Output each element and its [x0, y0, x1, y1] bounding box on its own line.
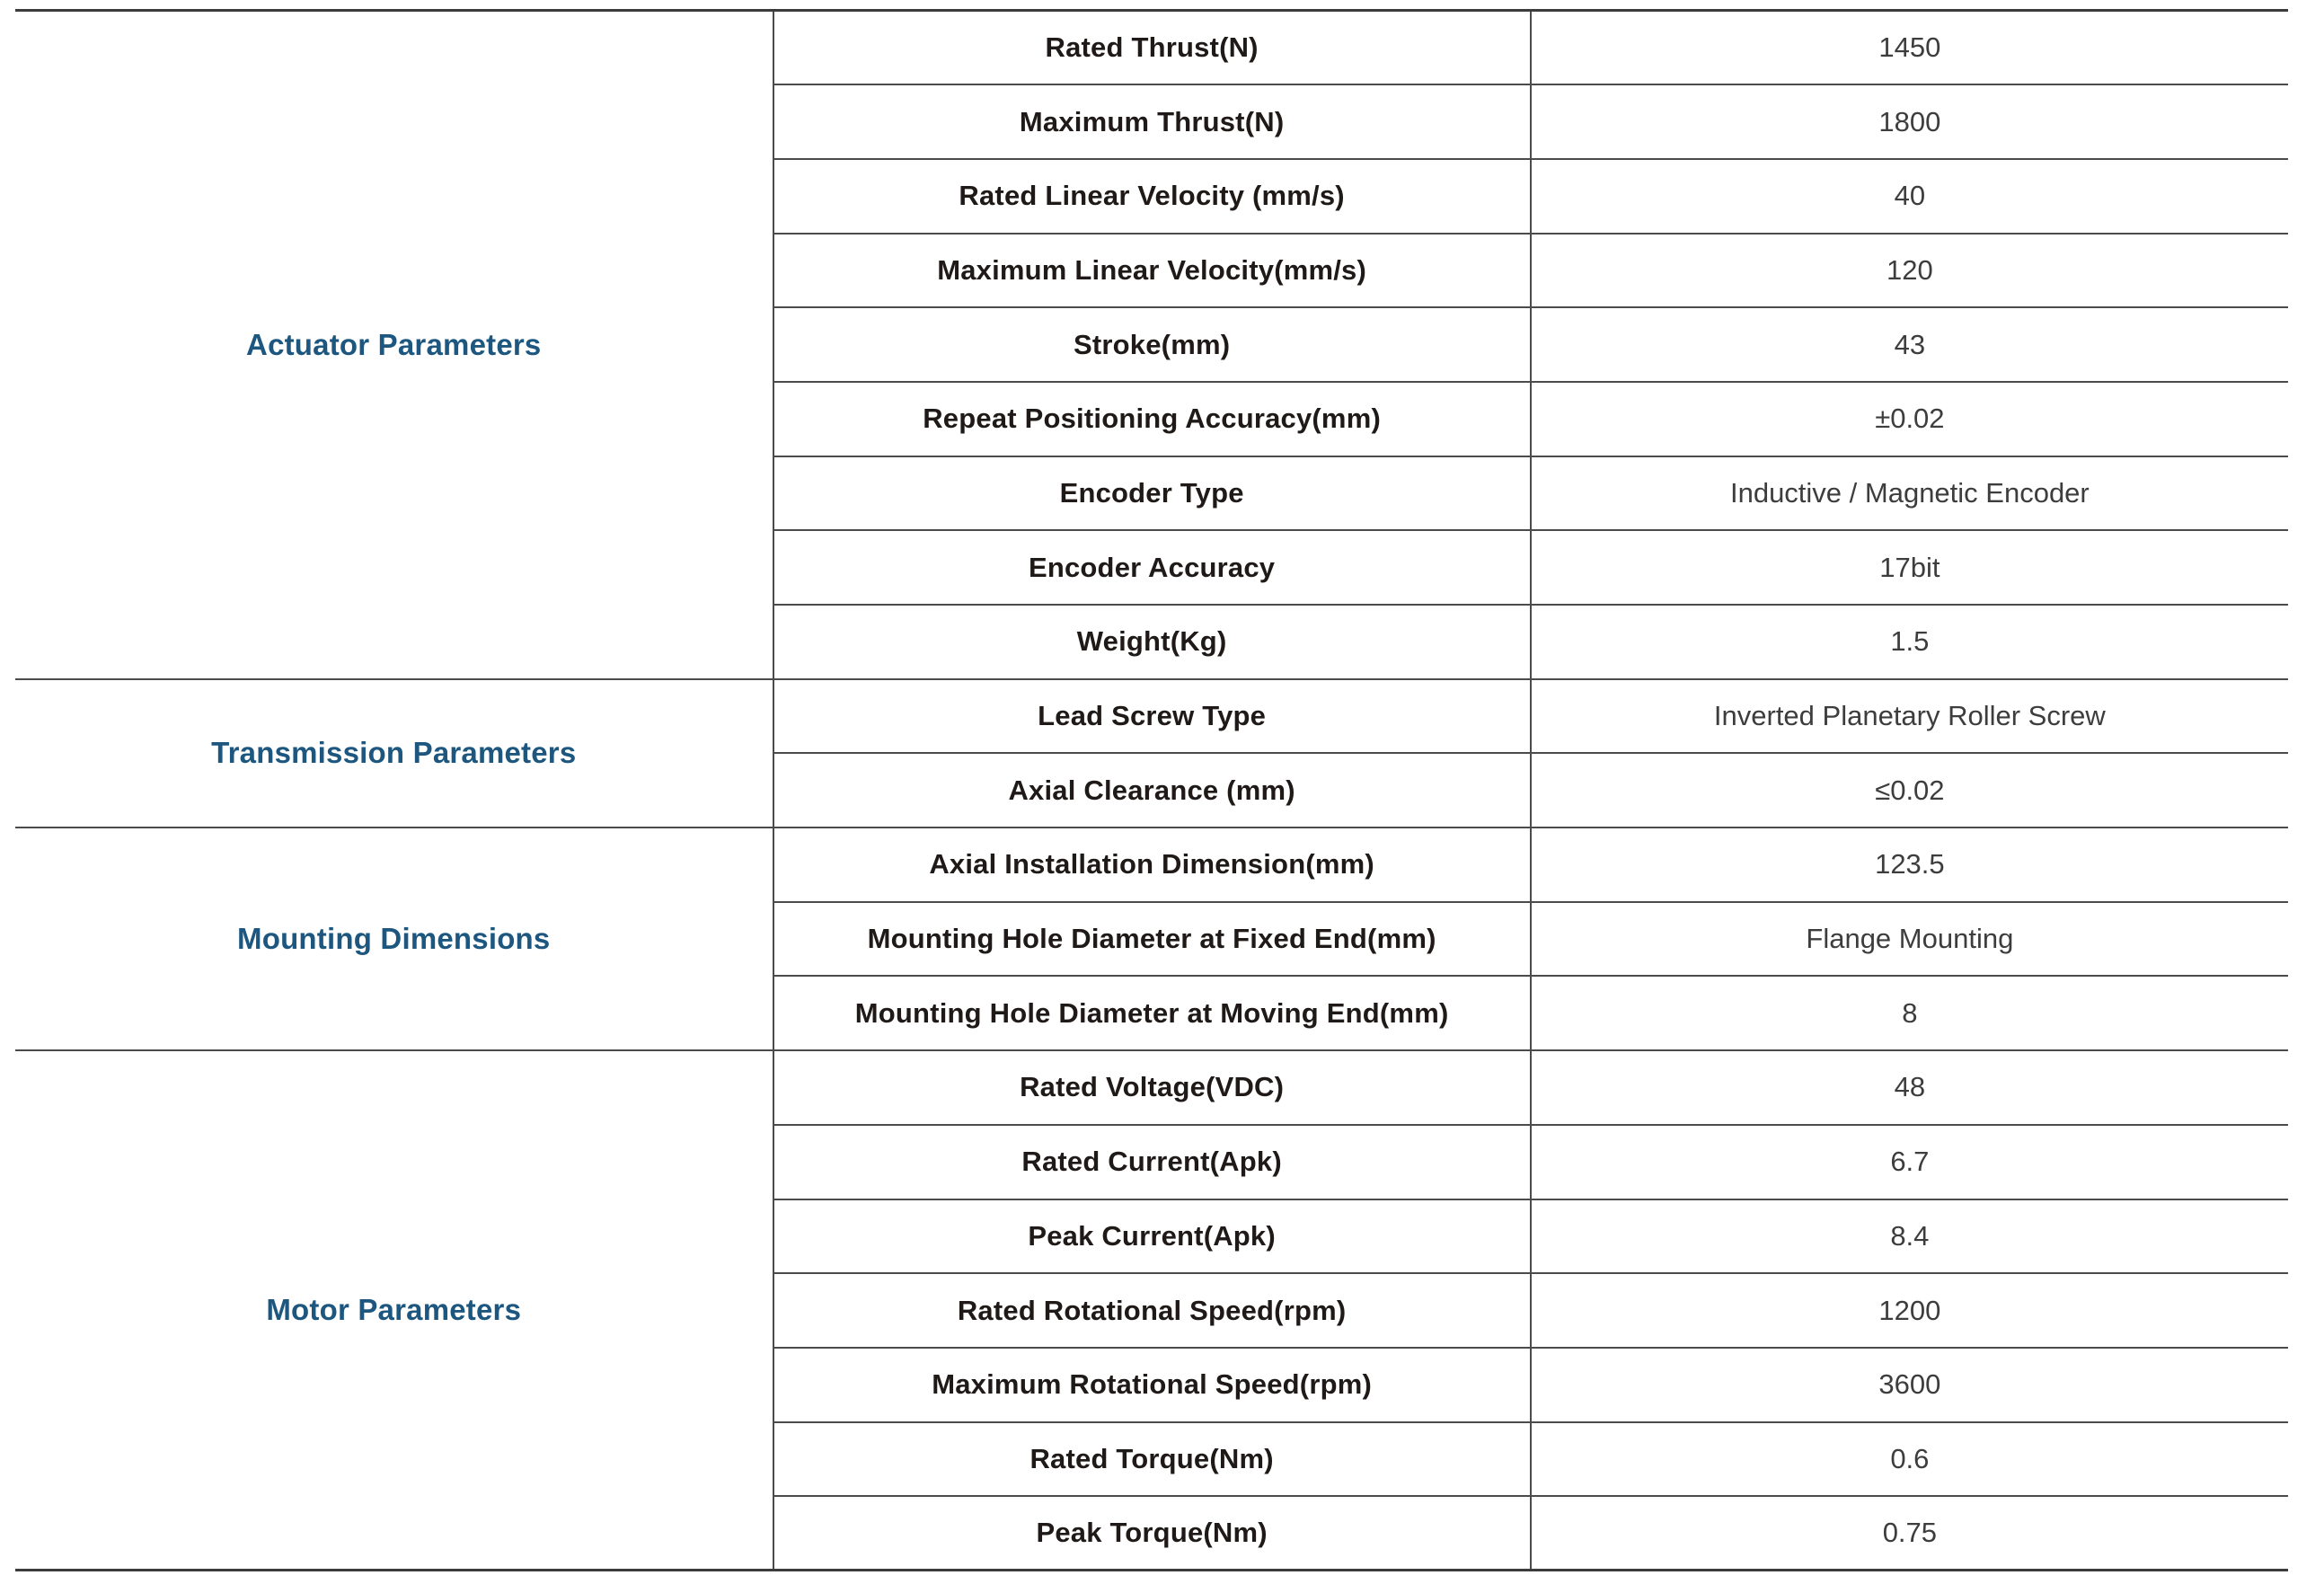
- table-row: Peak Current(Apk) 8.4: [15, 1198, 2288, 1275]
- spec-value: 48: [1529, 1049, 2288, 1126]
- table-row: Weight(Kg) 1.5: [15, 604, 2288, 680]
- spec-value: ±0.02: [1529, 380, 2288, 457]
- spec-value: 123.5: [1529, 827, 2288, 903]
- spec-param: Rated Voltage(VDC): [772, 1049, 1532, 1126]
- table-row: Rated Torque(Nm) 0.6: [15, 1420, 2288, 1498]
- spec-value: 3600: [1529, 1346, 2288, 1423]
- table-row: Repeat Positioning Accuracy(mm) ±0.02: [15, 380, 2288, 457]
- section-label-actuator-parameters: Actuator Parameters: [15, 9, 774, 680]
- spec-value: Inverted Planetary Roller Screw: [1529, 677, 2288, 755]
- spec-value: 43: [1529, 306, 2288, 383]
- spec-param: Rated Linear Velocity (mm/s): [772, 157, 1532, 235]
- spec-value: 6.7: [1529, 1123, 2288, 1200]
- table-row: Motor Parameters Rated Voltage(VDC) 48: [15, 1049, 2288, 1571]
- spec-param: Peak Current(Apk): [772, 1198, 1532, 1275]
- spec-value: 1.5: [1529, 604, 2288, 680]
- spec-value: 120: [1529, 232, 2288, 309]
- spec-value: 1800: [1529, 84, 2288, 160]
- spec-value: 0.6: [1529, 1420, 2288, 1498]
- spec-param: Repeat Positioning Accuracy(mm): [772, 380, 1532, 457]
- table-row: Mounting Hole Diameter at Fixed End(mm) …: [15, 900, 2288, 978]
- spec-value: Flange Mounting: [1529, 900, 2288, 978]
- spec-param: Axial Installation Dimension(mm): [772, 827, 1532, 903]
- table-row: Mounting Dimensions Axial Installation D…: [15, 827, 2288, 1052]
- table-row: Encoder Type Inductive / Magnetic Encode…: [15, 455, 2288, 532]
- spec-param: Weight(Kg): [772, 604, 1532, 680]
- spec-param: Encoder Accuracy: [772, 529, 1532, 606]
- spec-param: Axial Clearance (mm): [772, 752, 1532, 829]
- spec-param: Maximum Linear Velocity(mm/s): [772, 232, 1532, 309]
- spec-table: Actuator Parameters Rated Thrust(N) 1450…: [15, 9, 2288, 1572]
- spec-param: Rated Current(Apk): [772, 1123, 1532, 1200]
- table-row: Actuator Parameters Rated Thrust(N) 1450: [15, 9, 2288, 680]
- table-row: Mounting Hole Diameter at Moving End(mm)…: [15, 975, 2288, 1052]
- spec-param: Maximum Rotational Speed(rpm): [772, 1346, 1532, 1423]
- section-label-transmission-parameters: Transmission Parameters: [15, 677, 774, 829]
- spec-param: Mounting Hole Diameter at Fixed End(mm): [772, 900, 1532, 978]
- table-row: Encoder Accuracy 17bit: [15, 529, 2288, 606]
- spec-value: 1200: [1529, 1272, 2288, 1349]
- table-row: Maximum Linear Velocity(mm/s) 120: [15, 232, 2288, 309]
- spec-param: Encoder Type: [772, 455, 1532, 532]
- table-row: Maximum Thrust(N) 1800: [15, 84, 2288, 160]
- spec-param: Maximum Thrust(N): [772, 84, 1532, 160]
- spec-param: Stroke(mm): [772, 306, 1532, 383]
- spec-value: 17bit: [1529, 529, 2288, 606]
- table-row: Peak Torque(Nm) 0.75: [15, 1495, 2288, 1571]
- spec-value: 8: [1529, 975, 2288, 1052]
- spec-value: 40: [1529, 157, 2288, 235]
- section-label-mounting-dimensions: Mounting Dimensions: [15, 827, 774, 1052]
- spec-value: 8.4: [1529, 1198, 2288, 1275]
- spec-value: ≤0.02: [1529, 752, 2288, 829]
- section-label-motor-parameters: Motor Parameters: [15, 1049, 774, 1571]
- spec-param: Peak Torque(Nm): [772, 1495, 1532, 1571]
- spec-param: Mounting Hole Diameter at Moving End(mm): [772, 975, 1532, 1052]
- spec-param: Rated Thrust(N): [772, 9, 1532, 86]
- spec-value: 0.75: [1529, 1495, 2288, 1571]
- table-row: Rated Linear Velocity (mm/s) 40: [15, 157, 2288, 235]
- table-row: Axial Clearance (mm) ≤0.02: [15, 752, 2288, 829]
- table-row: Maximum Rotational Speed(rpm) 3600: [15, 1346, 2288, 1423]
- table-row: Transmission Parameters Lead Screw Type …: [15, 677, 2288, 829]
- spec-value: Inductive / Magnetic Encoder: [1529, 455, 2288, 532]
- spec-param: Lead Screw Type: [772, 677, 1532, 755]
- spec-param: Rated Torque(Nm): [772, 1420, 1532, 1498]
- spec-param: Rated Rotational Speed(rpm): [772, 1272, 1532, 1349]
- table-row: Stroke(mm) 43: [15, 306, 2288, 383]
- table-row: Rated Rotational Speed(rpm) 1200: [15, 1272, 2288, 1349]
- spec-value: 1450: [1529, 9, 2288, 86]
- table-row: Rated Current(Apk) 6.7: [15, 1123, 2288, 1200]
